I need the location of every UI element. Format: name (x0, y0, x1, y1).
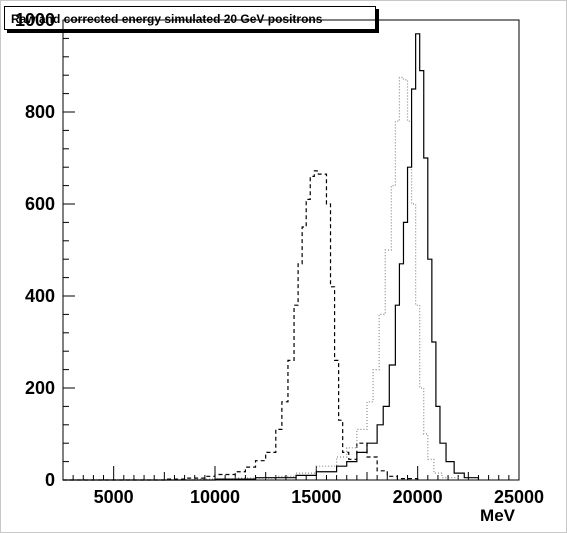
y-tick-label: 400 (25, 286, 55, 306)
y-tick-label: 600 (25, 194, 55, 214)
x-axis-title: MeV (480, 506, 516, 525)
x-tick-label: 20000 (393, 487, 443, 507)
x-tick-label: 10000 (190, 487, 240, 507)
plot-frame (62, 19, 520, 481)
x-tick-label: 15000 (291, 487, 341, 507)
series-line-dashed (63, 170, 419, 481)
series-line-solid (63, 33, 480, 481)
y-tick-label: 200 (25, 378, 55, 398)
series-layer (63, 33, 480, 481)
y-tick-label: 800 (25, 102, 55, 122)
x-tick-label: 5000 (94, 487, 134, 507)
series-line-dotted (63, 76, 459, 481)
x-axis: 5000 10000 15000 20000 25000 (62, 466, 544, 507)
y-tick-label: 1000 (15, 10, 55, 30)
y-axis: 0 200 400 600 800 1000 (15, 10, 75, 490)
x-tick-label: 25000 (494, 487, 544, 507)
chart-title: Raw and corrected energy simulated 20 Ge… (4, 6, 376, 30)
y-tick-label: 0 (45, 470, 55, 490)
